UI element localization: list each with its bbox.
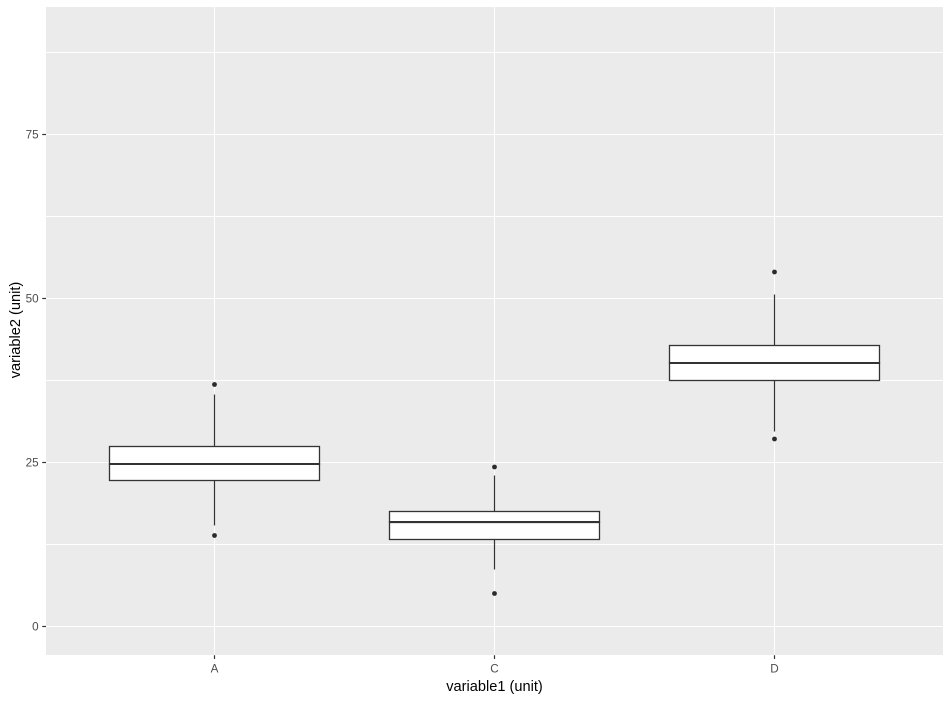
svg-text:variable2 (unit): variable2 (unit) (8, 282, 24, 379)
svg-text:C: C (490, 663, 498, 676)
svg-text:variable1 (unit): variable1 (unit) (446, 679, 543, 695)
svg-text:0: 0 (32, 621, 39, 634)
svg-text:D: D (770, 663, 778, 676)
svg-text:25: 25 (26, 457, 40, 470)
svg-text:50: 50 (26, 293, 40, 306)
svg-text:A: A (211, 663, 219, 676)
svg-text:75: 75 (26, 129, 40, 142)
